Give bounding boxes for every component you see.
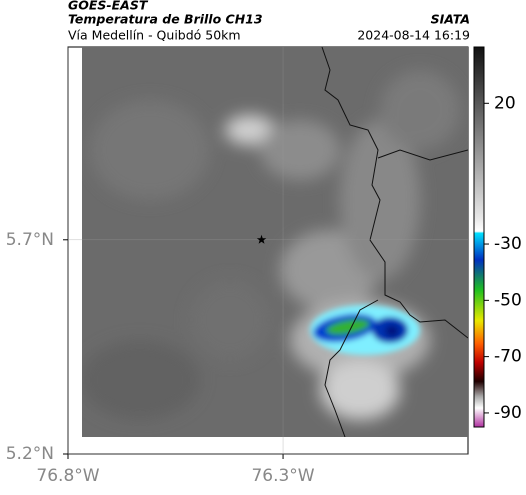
source: SIATA bbox=[431, 12, 470, 27]
route: Vía Medellín - Quibdó 50km bbox=[68, 28, 241, 43]
colorbar-tick-label: 20 bbox=[494, 93, 516, 113]
x-tick-label: 76.8°W bbox=[36, 466, 99, 486]
marker-star bbox=[256, 234, 267, 244]
colorbar bbox=[473, 46, 485, 428]
y-tick-label: 5.2°N bbox=[6, 444, 54, 464]
title: GOES-EAST bbox=[68, 0, 149, 13]
colorbar-tick-label: -90 bbox=[494, 403, 522, 423]
satellite-image bbox=[82, 47, 468, 437]
colorbar-tick-label: -70 bbox=[494, 347, 522, 367]
y-tick-label: 5.7°N bbox=[6, 230, 54, 250]
colorbar-tick-label: -30 bbox=[494, 234, 522, 254]
convective-cell bbox=[310, 305, 420, 355]
cloud-texture bbox=[82, 70, 460, 420]
borders bbox=[321, 47, 468, 437]
subtitle: Temperatura de Brillo CH13 bbox=[68, 12, 263, 27]
datetime: 2024-08-14 16:19 bbox=[357, 28, 470, 43]
colorbar-tick-label: -50 bbox=[494, 290, 522, 310]
x-tick-label: 76.3°W bbox=[251, 466, 314, 486]
